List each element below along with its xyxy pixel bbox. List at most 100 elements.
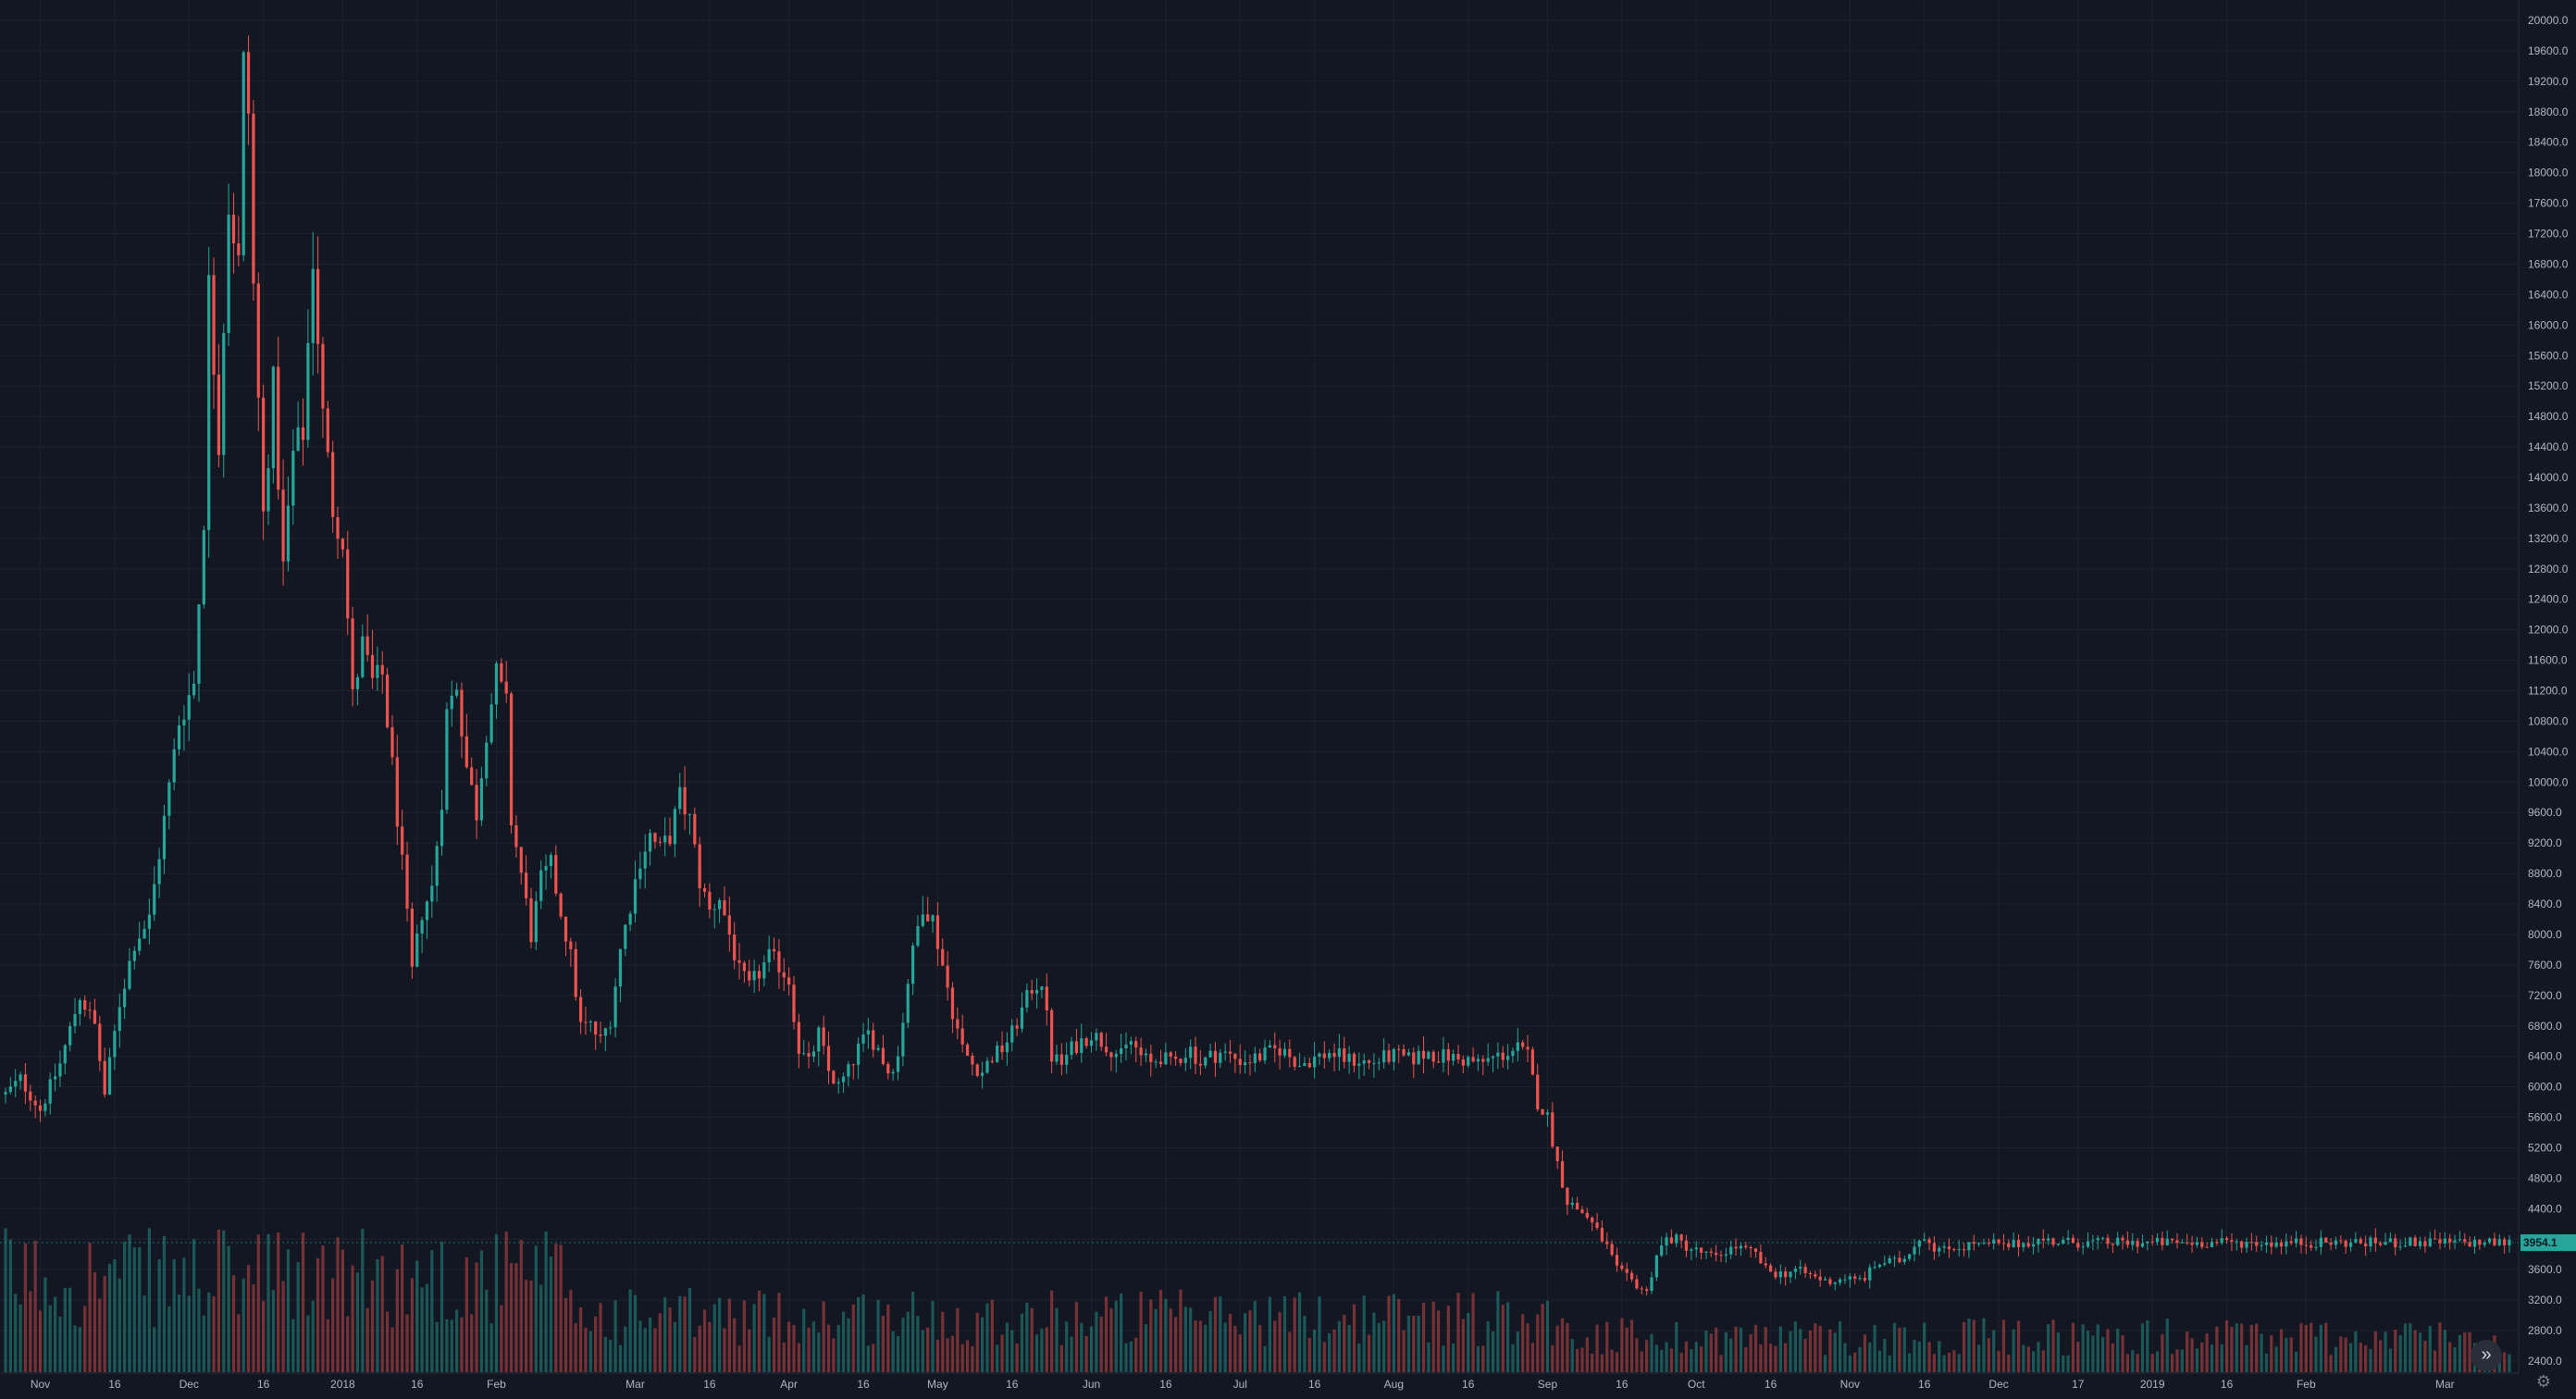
volume-bar: [767, 1336, 771, 1372]
volume-bar: [1566, 1322, 1569, 1372]
candle-body: [370, 654, 375, 678]
volume-bar: [2508, 1354, 2511, 1372]
candle-body: [1803, 1267, 1807, 1273]
candle-body: [2324, 1237, 2328, 1243]
candle-body: [941, 948, 945, 966]
x-tick-label: 2019: [2140, 1378, 2165, 1391]
x-tick-label: Jun: [1083, 1378, 1100, 1391]
volume-bar: [2022, 1344, 2025, 1372]
candle-body: [1406, 1052, 1411, 1056]
volume-bar: [2190, 1338, 2194, 1372]
volume-bar: [2210, 1344, 2214, 1372]
volume-bar: [153, 1327, 156, 1372]
candle-body: [2348, 1242, 2353, 1247]
volume-bar: [1908, 1353, 1912, 1372]
volume-bar: [1675, 1321, 1678, 1372]
candle-body: [1070, 1041, 1073, 1055]
candle-body: [946, 965, 949, 988]
volume-bar: [207, 1292, 211, 1372]
volume-bar: [1690, 1349, 1693, 1372]
candle-body: [609, 1027, 613, 1029]
candle-body: [19, 1074, 22, 1082]
candle-body: [401, 826, 404, 855]
volume-bar: [197, 1288, 201, 1372]
x-tick-label: 16: [1616, 1378, 1629, 1391]
volume-bar: [514, 1263, 518, 1372]
volume-bar: [1833, 1332, 1837, 1372]
scroll-to-realtime-button[interactable]: »: [2471, 1340, 2502, 1371]
candle-body: [1942, 1246, 1946, 1248]
volume-bar: [588, 1331, 592, 1372]
volume-bar: [847, 1318, 850, 1372]
volume-bar: [906, 1311, 910, 1372]
candle-body: [1357, 1063, 1361, 1066]
candle-body: [420, 920, 424, 934]
volume-bar: [1665, 1342, 1668, 1372]
candle-body: [1491, 1056, 1495, 1059]
volume-bar: [2215, 1326, 2219, 1372]
candle-body: [2249, 1242, 2253, 1244]
candle-body: [633, 879, 638, 914]
candle-body: [2487, 1238, 2492, 1243]
candle-body: [485, 742, 489, 779]
volume-bar: [822, 1301, 825, 1372]
volume-bar: [1282, 1296, 1287, 1372]
volume-bar: [1719, 1355, 1723, 1372]
candle-body: [599, 1034, 602, 1036]
volume-bar: [1560, 1318, 1565, 1372]
candle-body: [1208, 1050, 1212, 1058]
candle-body: [673, 809, 676, 845]
volume-bar: [485, 1289, 489, 1372]
candle-body: [142, 928, 146, 939]
volume-bar: [559, 1244, 563, 1372]
volume-bar: [1213, 1296, 1218, 1372]
time-axis[interactable]: Nov 16 Dec 16 2018 16 Feb Mar 16 Apr 16 May 16 Jun 16 J…: [31, 1378, 2455, 1391]
candle-body: [663, 836, 667, 843]
y-tick-label: 13600.0: [2528, 501, 2569, 514]
volume-bar: [132, 1247, 136, 1372]
volume-bar: [415, 1260, 419, 1372]
candle-body: [2260, 1244, 2263, 1246]
candle-body: [2171, 1238, 2174, 1241]
volume-bar: [1372, 1312, 1376, 1372]
volume-bar: [2076, 1342, 2080, 1372]
candle-body: [1303, 1062, 1307, 1067]
volume-bar: [1436, 1310, 1441, 1372]
volume-bar: [2324, 1322, 2328, 1372]
candle-body: [1015, 1025, 1019, 1029]
volume-bar: [687, 1288, 692, 1372]
volume-bar: [1442, 1345, 1445, 1372]
candle-body: [1595, 1222, 1599, 1229]
price-axis[interactable]: 2400.02800.03200.03600.04000.04400.04800…: [2528, 14, 2569, 1368]
candle-body: [539, 870, 543, 901]
candle-body: [2136, 1241, 2139, 1247]
volume-bar: [2249, 1324, 2253, 1372]
candle-body: [385, 675, 390, 728]
volume-bar: [1823, 1355, 1827, 1372]
volume-bar: [281, 1281, 285, 1372]
candle-body: [2334, 1240, 2338, 1245]
volume-bar: [2096, 1324, 2099, 1372]
volume-bar: [1774, 1345, 1777, 1372]
volume-bar: [1139, 1291, 1143, 1372]
volume-bar: [2205, 1333, 2209, 1372]
volume-bar: [876, 1299, 880, 1372]
volume-bar: [683, 1296, 687, 1372]
candle-body: [1784, 1271, 1788, 1278]
volume-bar: [787, 1321, 791, 1372]
candle-body: [2140, 1243, 2145, 1247]
chart-settings-button[interactable]: ⚙: [2533, 1371, 2554, 1392]
candle-body: [1734, 1246, 1738, 1249]
candle-body: [43, 1103, 47, 1111]
candle-body: [1397, 1048, 1401, 1050]
candle-body: [2304, 1244, 2308, 1246]
volume-bar: [321, 1245, 325, 1372]
candle-body: [2503, 1239, 2507, 1245]
candle-body: [1600, 1228, 1604, 1242]
volume-bar: [504, 1232, 508, 1372]
candle-body: [2245, 1242, 2248, 1248]
y-tick-label: 6000.0: [2528, 1081, 2562, 1094]
candle-body: [217, 375, 221, 455]
volume-bar: [2274, 1346, 2278, 1372]
